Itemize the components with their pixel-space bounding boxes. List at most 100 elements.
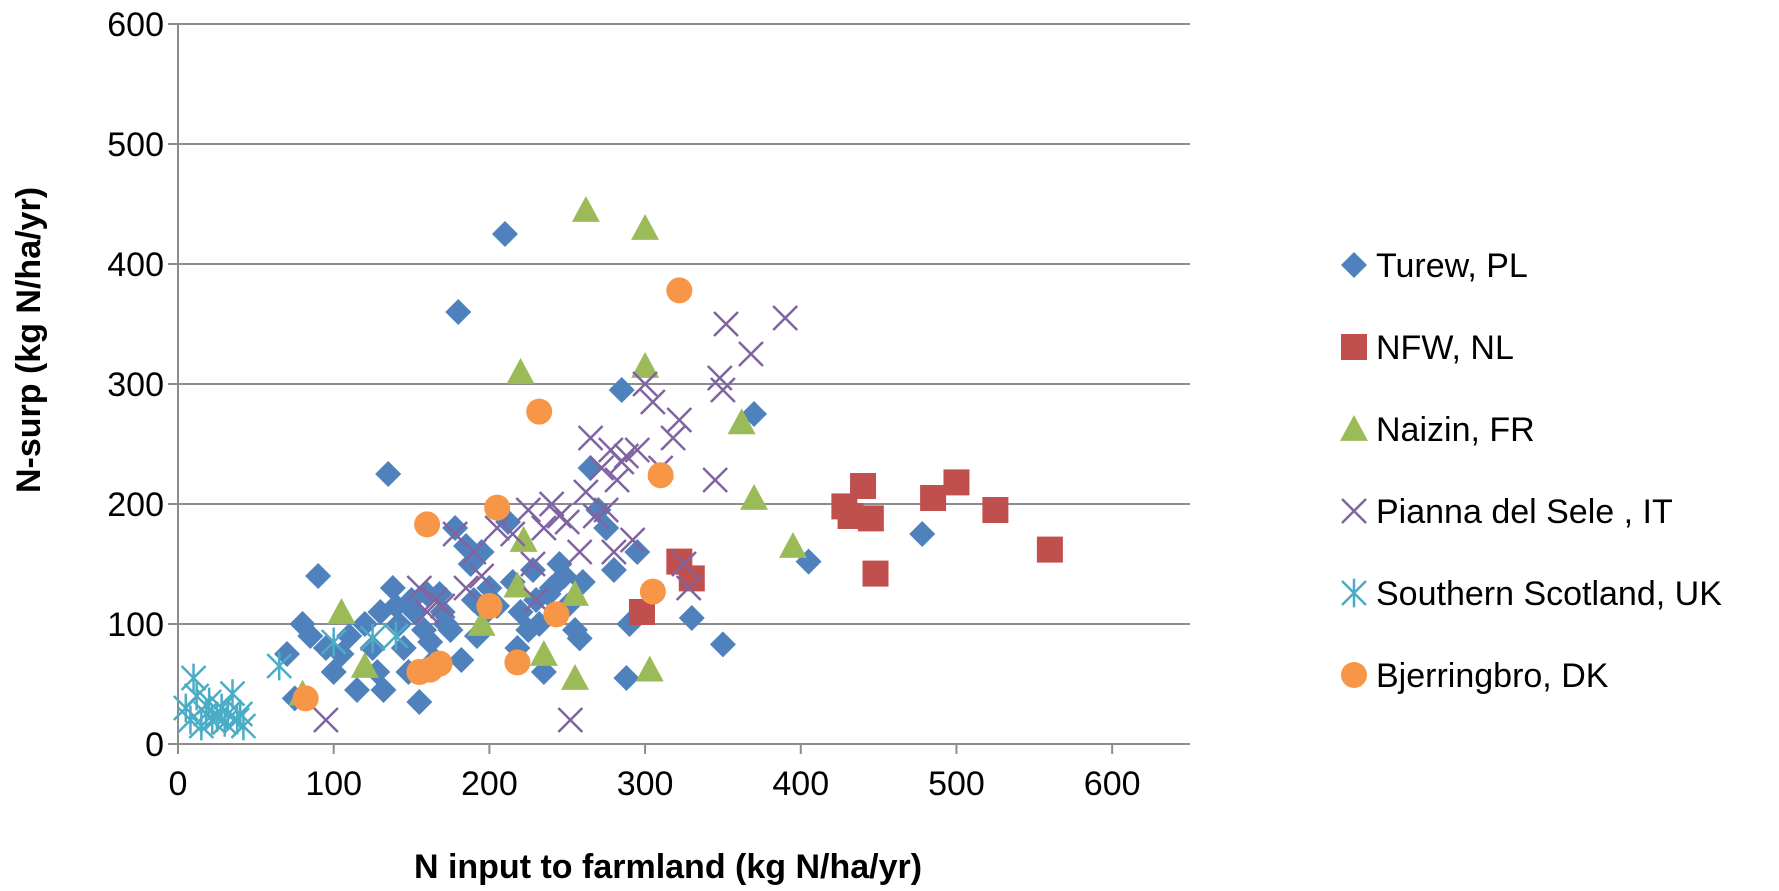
data-point	[631, 214, 660, 240]
data-point	[417, 629, 444, 655]
data-point	[414, 511, 441, 538]
data-point	[561, 664, 590, 690]
data-point	[709, 631, 736, 658]
data-point	[678, 565, 705, 592]
x-tick-label: 500	[928, 765, 985, 803]
data-point	[639, 578, 666, 605]
data-point	[538, 491, 565, 517]
data-point	[561, 580, 590, 606]
series-asterisk	[172, 621, 409, 741]
data-point	[320, 627, 347, 657]
data-point	[678, 605, 705, 631]
data-point	[862, 560, 889, 587]
legend-label: Turew, PL	[1376, 247, 1528, 285]
data-point	[336, 623, 363, 649]
data-point	[530, 515, 557, 541]
data-point	[850, 473, 877, 499]
data-point	[920, 485, 947, 511]
y-tick-label: 300	[107, 366, 164, 404]
x-tick-labels: 0 100 200 300 400 500 600	[169, 765, 1141, 803]
data-point	[588, 455, 615, 481]
data-point	[519, 557, 546, 583]
data-point	[608, 377, 635, 403]
legend-item: Naizin, FR	[1340, 411, 1535, 449]
data-point	[624, 539, 651, 565]
data-point	[529, 640, 558, 666]
data-point	[727, 408, 756, 435]
data-point	[666, 277, 693, 304]
y-axis-title: N-surp (kg N/ha/yr)	[10, 187, 48, 493]
data-point	[601, 539, 627, 565]
data-point	[543, 601, 570, 628]
data-point	[713, 311, 739, 337]
data-point	[675, 575, 702, 601]
y-tick-label: 400	[107, 246, 164, 284]
data-point	[772, 305, 799, 331]
legend-item: NFW, NL	[1341, 329, 1514, 367]
data-point	[453, 575, 479, 601]
legend-marker	[1341, 252, 1367, 278]
axes	[168, 23, 1190, 754]
data-point	[639, 389, 666, 415]
data-point	[499, 521, 526, 547]
data-point	[467, 610, 496, 636]
data-point	[943, 469, 970, 496]
data-point	[526, 398, 553, 425]
data-point	[604, 467, 630, 493]
data-point	[350, 652, 379, 678]
data-point	[230, 711, 257, 741]
data-point	[406, 689, 433, 715]
x-tick-label: 400	[772, 765, 829, 803]
data-point	[909, 521, 936, 547]
data-point	[546, 503, 573, 529]
data-point	[631, 352, 660, 378]
data-point	[414, 599, 440, 625]
data-point	[857, 505, 884, 532]
data-point	[624, 437, 651, 463]
data-point	[344, 677, 371, 703]
data-point	[577, 425, 604, 451]
data-point	[647, 462, 674, 489]
legend-marker	[1341, 498, 1367, 524]
y-tick-labels: 0 100 200 300 400 500 600	[107, 6, 164, 764]
legend-marker	[1341, 578, 1367, 608]
legend-marker	[1341, 334, 1367, 360]
data-point	[383, 621, 409, 651]
series-circle	[292, 277, 693, 712]
x-tick-label: 100	[305, 765, 362, 803]
y-tick-label: 600	[107, 6, 164, 44]
data-point	[442, 515, 469, 541]
data-point	[573, 479, 599, 505]
y-tick-label: 0	[145, 726, 164, 764]
data-point	[484, 494, 511, 521]
data-point	[515, 497, 542, 523]
data-point	[351, 611, 378, 637]
data-point	[571, 196, 600, 222]
data-point	[386, 611, 413, 637]
data-point	[600, 557, 627, 583]
legend-label: Pianna del Sele , IT	[1376, 493, 1673, 531]
data-point	[305, 563, 332, 589]
data-point	[370, 677, 397, 703]
y-tick-label: 500	[107, 126, 164, 164]
data-point	[506, 358, 535, 384]
legend-marker	[1341, 662, 1367, 688]
data-point	[671, 551, 697, 577]
data-point	[503, 571, 532, 598]
data-point	[613, 665, 640, 691]
data-point	[297, 623, 324, 649]
data-point	[1036, 536, 1063, 563]
data-point	[666, 407, 693, 433]
data-point	[460, 539, 487, 565]
gridlines	[178, 23, 1190, 625]
legend-label: Southern Scotland, UK	[1376, 575, 1722, 613]
data-point	[738, 341, 764, 367]
data-point	[327, 598, 356, 624]
data-point	[468, 539, 495, 565]
data-point	[566, 625, 593, 652]
data-point	[468, 563, 495, 589]
y-tick-label: 200	[107, 486, 164, 524]
legend: Turew, PL NFW, NL Naizin, FR Pianna del Sel…	[1340, 247, 1722, 695]
data-point	[778, 532, 807, 558]
